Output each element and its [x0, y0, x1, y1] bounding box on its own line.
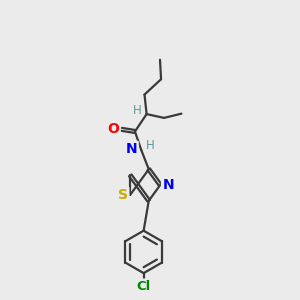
Text: H: H	[146, 139, 155, 152]
Text: N: N	[162, 178, 174, 192]
Text: O: O	[107, 122, 119, 136]
Text: N: N	[126, 142, 137, 156]
Text: Cl: Cl	[136, 280, 151, 293]
Text: S: S	[118, 188, 128, 202]
Text: H: H	[133, 104, 142, 117]
